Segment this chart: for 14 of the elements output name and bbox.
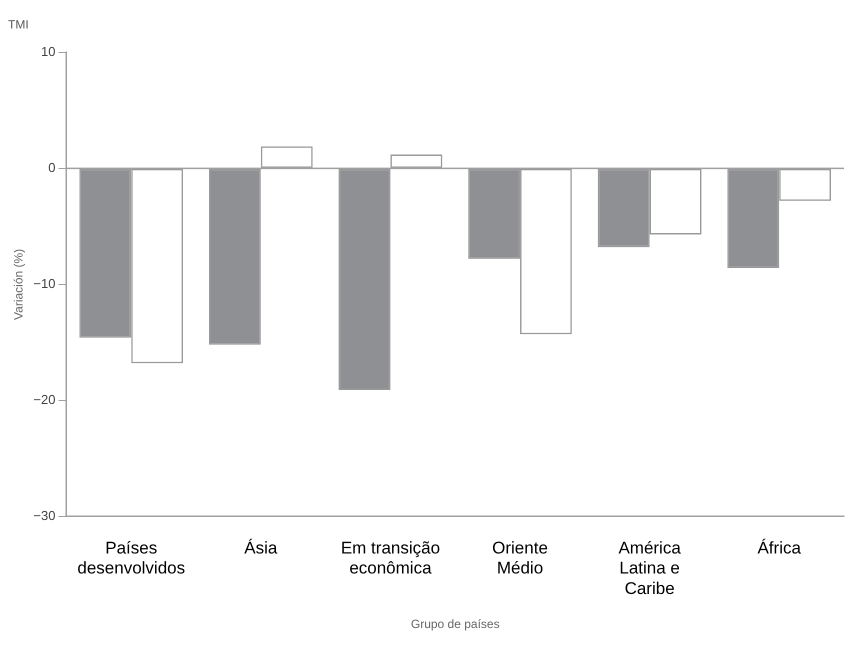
x-tick-label: Oriente Médio [492, 538, 548, 578]
x-tick-label: Países desenvolvidos [77, 538, 186, 578]
x-tick-label: Ásia [244, 538, 278, 558]
y-tick-label: 0 [48, 160, 56, 175]
x-tick-label: América Latina e Caribe [618, 538, 682, 598]
chart-title: TMI [8, 18, 29, 32]
y-axis-title: Variación (%) [12, 248, 26, 320]
x-tick-label: África [757, 538, 802, 558]
x-tick-label: Em transição econômica [340, 538, 440, 578]
y-tick-label: −10 [33, 276, 56, 291]
y-tick-label: −20 [33, 392, 56, 407]
x-axis-title: Grupo de países [410, 617, 500, 632]
y-tick-label: −30 [33, 508, 56, 523]
y-tick-label: 10 [40, 44, 56, 59]
